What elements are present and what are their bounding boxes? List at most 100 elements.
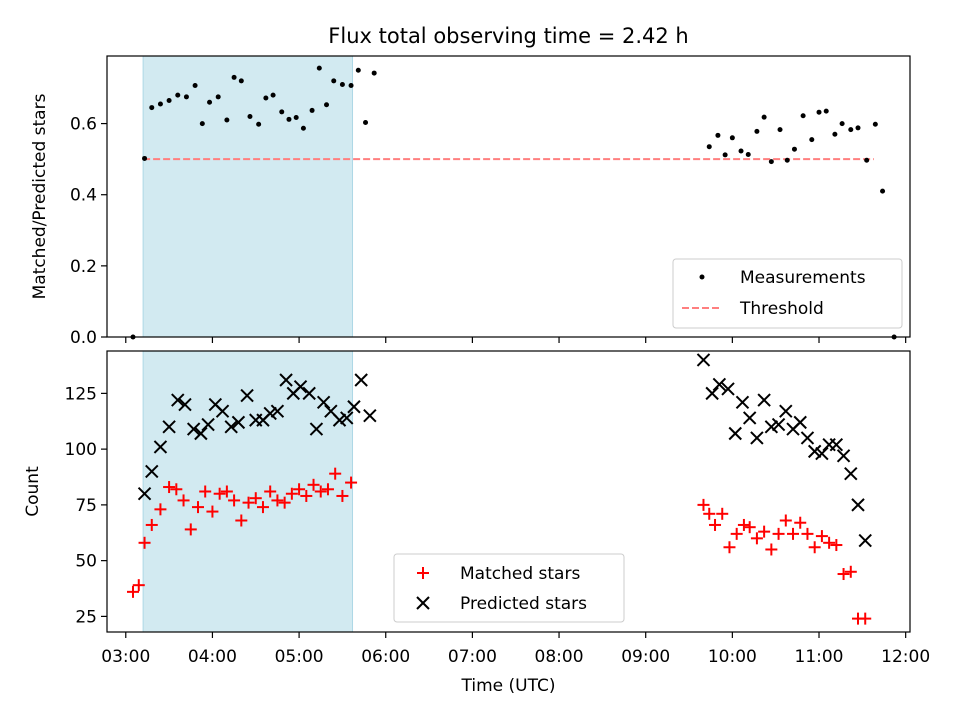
x-tick-label: 06:00 [361, 647, 410, 667]
predicted-star-point [145, 464, 159, 479]
matched-star-point [336, 489, 349, 502]
measurement-point [738, 148, 744, 154]
matched-star-point [703, 507, 716, 520]
matched-star-point [779, 514, 792, 527]
matched-star-point [278, 496, 291, 509]
matched-star-point [830, 539, 843, 552]
predicted-star-point [224, 420, 238, 434]
measurement-point [809, 137, 815, 143]
measurement-point [192, 83, 198, 89]
measurement-point [215, 94, 221, 100]
ratio-panel: 0.0 0.2 0.4 0.6 Matched/Predicted stars Mea… [30, 55, 911, 348]
matched-star-point [808, 541, 821, 554]
x-tick-label: 04:00 [188, 647, 237, 667]
predicted-star-point [858, 533, 872, 548]
predicted-star-point [800, 431, 815, 445]
count-legend-box [393, 553, 625, 623]
predicted-star-point [263, 406, 277, 421]
measurement-point [286, 116, 292, 122]
matched-star-point [859, 612, 872, 625]
matched-star-point [321, 483, 334, 496]
x-tick-label: 07:00 [448, 647, 497, 667]
measurement-point [256, 121, 262, 127]
measurement-point [339, 81, 345, 87]
predicted-star-point [705, 386, 719, 401]
ratio-legend-measurements-label: Measurements [740, 268, 866, 288]
matched-star-point [723, 541, 736, 554]
predicted-star-point [231, 415, 246, 430]
chart-title: Flux total observing time = 2.42 h [328, 24, 688, 48]
predicted-star-point [162, 420, 176, 434]
measurement-point [270, 92, 276, 98]
measurement-point [238, 78, 244, 84]
predicted-star-point [750, 431, 764, 445]
predicted-star-point [363, 408, 377, 423]
x-tick-label: 11:00 [795, 647, 844, 667]
matched-star-point [697, 498, 710, 511]
matched-star-point [329, 467, 342, 480]
predicted-star-point [793, 415, 807, 430]
measurement-point [715, 132, 721, 138]
x-tick-label: 03:00 [101, 647, 150, 667]
matched-star-point [264, 485, 277, 498]
predicted-star-point [215, 404, 230, 418]
measurement-point [224, 117, 230, 123]
predicted-star-point [153, 440, 168, 454]
predicted-star-point [829, 437, 844, 452]
matched-star-point [154, 503, 167, 516]
matched-star-point [235, 514, 248, 527]
matched-star-point [170, 483, 183, 496]
matched-star-point [801, 527, 814, 540]
measurement-point [331, 78, 337, 84]
measurement-point [706, 144, 712, 150]
predicted-star-point [712, 377, 727, 392]
measurement-point [355, 67, 361, 73]
measurement-point [768, 159, 774, 165]
matched-star-point [293, 483, 306, 496]
ratio-legend-box [672, 258, 903, 329]
matched-star-point [730, 527, 743, 540]
matched-star-point [794, 516, 807, 529]
matched-star-point [126, 585, 139, 598]
x-axis-label: Time (UTC) [461, 676, 556, 696]
measurement-point [848, 127, 854, 133]
matched-star-point [787, 527, 800, 540]
y-tick-label: 100 [65, 440, 97, 460]
measurement-point [293, 115, 299, 121]
matched-star-point [132, 579, 145, 592]
predicted-star-point [186, 422, 201, 436]
measurement-point [207, 99, 213, 105]
matched-star-point [844, 565, 857, 578]
y-tick-label: 0.2 [70, 257, 97, 277]
matched-star-point [228, 494, 241, 507]
measurement-point [855, 125, 861, 131]
measurement-point [183, 94, 189, 100]
predicted-star-point [309, 422, 324, 436]
predicted-star-point [742, 411, 757, 425]
matched-star-point [206, 505, 219, 518]
count-legend: Matched stars Predicted stars [393, 553, 625, 623]
matched-star-point [750, 532, 763, 545]
matched-star-point [138, 536, 151, 549]
measurement-point [300, 125, 306, 131]
ratio-panel-frame [106, 55, 911, 338]
measurement-point [745, 152, 751, 158]
measurement-point [316, 65, 322, 71]
y-tick-label: 0.6 [70, 115, 97, 135]
matched-star-point [837, 568, 850, 581]
matched-star-point [199, 485, 212, 498]
measurement-point [784, 157, 790, 163]
predicted-star-point [354, 373, 368, 387]
measurement-point [880, 188, 886, 194]
measurement-point [839, 121, 845, 127]
predicted-star-point [279, 373, 293, 387]
ratio-legend-measurements-marker [699, 274, 705, 280]
matched-star-point [163, 481, 176, 494]
measurement-point [199, 121, 205, 127]
measurement-point [729, 135, 735, 141]
matched-star-point [177, 494, 190, 507]
predicted-star-point [815, 446, 829, 461]
y-tick-label: 0.4 [70, 186, 97, 206]
count-legend-predicted-label: Predicted stars [460, 594, 587, 614]
